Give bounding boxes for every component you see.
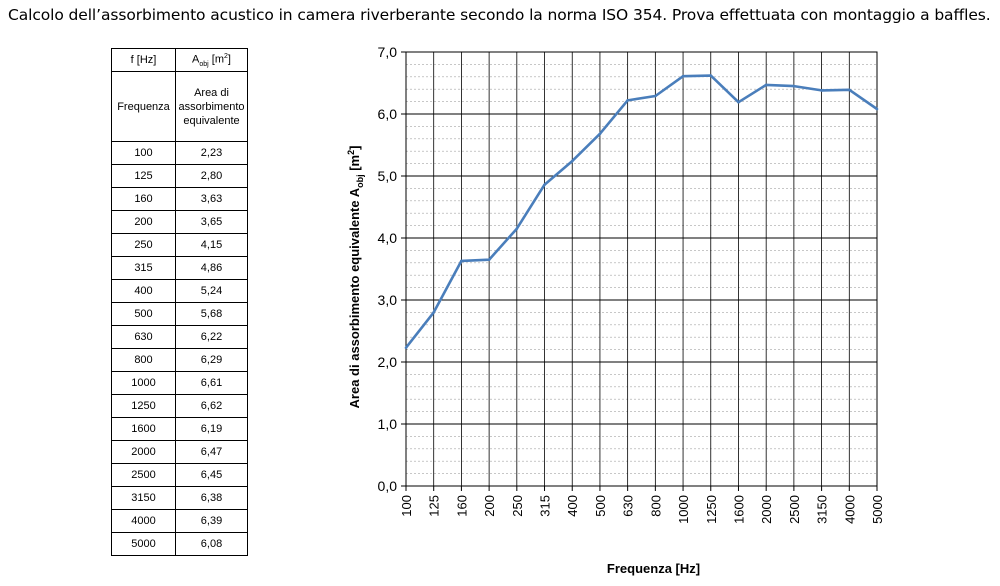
data-point — [432, 311, 436, 314]
x-tick-label: 100 — [399, 495, 414, 517]
x-tick-label: 125 — [427, 495, 442, 517]
table-row: 2000 6,47 — [111, 440, 248, 464]
table-cell-area: 2,23 — [175, 141, 248, 165]
table-cell-area: 6,19 — [175, 417, 248, 441]
x-tick-label: 2000 — [759, 495, 774, 524]
table-row: 250 4,15 — [111, 233, 248, 257]
data-point — [515, 227, 519, 230]
x-tick-label: 1250 — [704, 495, 719, 524]
table-row: 630 6,22 — [111, 325, 248, 349]
table-cell-frequency: 800 — [111, 348, 176, 372]
table-description-row: Frequenza Area di assorbimento equivalen… — [111, 71, 248, 142]
y-tick-label: 2,0 — [378, 354, 398, 370]
plot-border — [405, 51, 878, 487]
table-cell-area: 6,61 — [175, 371, 248, 395]
x-tick-label: 1600 — [731, 495, 746, 524]
y-tick-label: 5,0 — [378, 168, 398, 184]
x-tick-label: 800 — [648, 495, 663, 517]
x-tick-label: 630 — [621, 495, 636, 517]
table-cell-frequency: 1000 — [111, 371, 176, 395]
table-row: 800 6,29 — [111, 348, 248, 372]
table-row: 4000 6,39 — [111, 509, 248, 533]
table-cell-area: 5,24 — [175, 279, 248, 303]
data-point — [875, 107, 879, 111]
x-tick-label: 400 — [565, 495, 580, 517]
data-point — [764, 83, 768, 87]
data-point — [820, 89, 823, 92]
data-point — [681, 74, 685, 78]
table-cell-frequency: 200 — [111, 210, 176, 234]
data-point — [626, 99, 629, 102]
table-row: 315 4,86 — [111, 256, 248, 280]
x-tick-label: 315 — [538, 495, 553, 517]
table-cell-frequency: 630 — [111, 325, 176, 349]
data-point — [487, 258, 491, 262]
data-point — [460, 259, 463, 263]
x-tick-label: 5000 — [870, 495, 885, 524]
table-row: 1000 6,61 — [111, 371, 248, 395]
table-cell-area: 4,15 — [175, 233, 248, 257]
y-tick-label: 3,0 — [378, 292, 398, 308]
data-point — [654, 94, 657, 98]
y-axis-title: Area di assorbimento equivalente Aobj [m… — [346, 146, 365, 409]
table-row: 500 5,68 — [111, 302, 248, 326]
data-point — [404, 346, 408, 350]
desc-frequency: Frequenza — [111, 71, 176, 142]
x-tick-label: 1000 — [676, 495, 691, 524]
data-point — [847, 88, 851, 92]
table-cell-frequency: 315 — [111, 256, 176, 280]
x-tick-label: 160 — [454, 495, 469, 517]
table-cell-area: 4,86 — [175, 256, 248, 280]
table-cell-frequency: 5000 — [111, 532, 176, 556]
data-table: f [Hz] Aobj [m2] Frequenza Area di assor… — [111, 48, 248, 556]
y-tick-label: 6,0 — [378, 106, 398, 122]
y-tick-label: 0,0 — [378, 478, 398, 494]
table-row: 5000 6,08 — [111, 532, 248, 556]
table-cell-area: 6,08 — [175, 532, 248, 556]
table-cell-area: 6,39 — [175, 509, 248, 533]
x-tick-label: 4000 — [842, 495, 857, 524]
data-point — [570, 159, 574, 163]
table-cell-area: 6,47 — [175, 440, 248, 464]
x-axis-title: Frequenza [Hz] — [607, 561, 700, 576]
data-point — [792, 84, 796, 88]
table-cell-frequency: 125 — [111, 164, 176, 188]
table-cell-frequency: 2000 — [111, 440, 176, 464]
x-tick-label: 3150 — [815, 495, 830, 524]
table-cell-frequency: 3150 — [111, 486, 176, 510]
table-cell-frequency: 100 — [111, 141, 176, 165]
table-cell-area: 2,80 — [175, 164, 248, 188]
table-header-row: f [Hz] Aobj [m2] — [111, 48, 248, 72]
figure-caption: Calcolo dell’assorbimento acustico in ca… — [8, 6, 991, 24]
header-frequency: f [Hz] — [111, 48, 176, 72]
table-row: 200 3,65 — [111, 210, 248, 234]
series-line — [404, 74, 878, 349]
table-cell-area: 6,38 — [175, 486, 248, 510]
x-tick-label: 200 — [482, 495, 497, 517]
table-row: 3150 6,38 — [111, 486, 248, 510]
table-cell-frequency: 160 — [111, 187, 176, 211]
data-point — [737, 100, 740, 104]
table-row: 125 2,80 — [111, 164, 248, 188]
x-tick-label: 2500 — [787, 495, 802, 524]
x-tick-label: 500 — [593, 495, 608, 517]
table-row: 1600 6,19 — [111, 417, 248, 441]
data-point — [598, 132, 602, 136]
y-tick-label: 4,0 — [378, 230, 398, 246]
table-row: 100 2,23 — [111, 141, 248, 165]
y-tick-label: 7,0 — [378, 44, 398, 60]
data-point — [709, 74, 713, 77]
data-point — [543, 183, 546, 186]
y-tick-label: 1,0 — [378, 416, 398, 432]
x-tick-label: 250 — [510, 495, 525, 517]
